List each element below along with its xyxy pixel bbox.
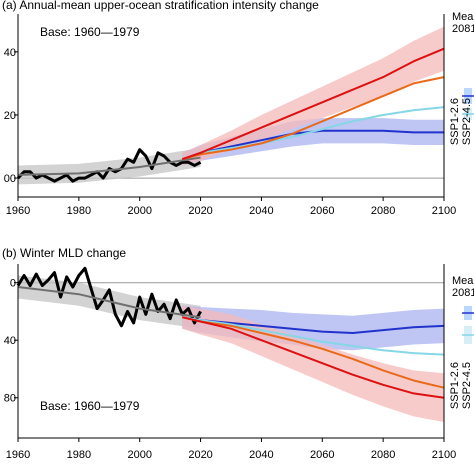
- panel-b-base-label: Base: 1960—1979: [40, 399, 140, 413]
- panel-b-y-tick-label-1: 40: [4, 335, 16, 347]
- panel-a-base-label: Base: 1960—1979: [40, 25, 140, 39]
- panel-a-x-tick-label-5: 2060: [310, 205, 334, 217]
- panel-b-series-line-1: [17, 286, 201, 319]
- panel-a-series-line-1: [17, 156, 201, 176]
- panel-a-x-tick-label-0: 1960: [6, 205, 30, 217]
- panel-b-series-line-5: [182, 316, 445, 399]
- panel-a-right-mean: Mean: [452, 11, 474, 23]
- panel-a-x-tick-label-3: 2020: [188, 205, 212, 217]
- panel-b-title: (b) Winter MLD change: [2, 246, 126, 260]
- panel-a-right-ssp245: SSP2-4.5: [461, 98, 473, 145]
- panel-a-series-line-3: [181, 106, 445, 161]
- panel-a: (a) Annual-mean upper-ocean stratificati…: [2, 0, 474, 217]
- panel-a-band-5: [182, 26, 445, 166]
- panel-b-x-tick-label-0: 1960: [6, 449, 30, 461]
- panel-a-series-line-4: [182, 76, 445, 161]
- panel-a-y-tick-label-2: 40: [4, 47, 16, 59]
- panel-b-x-tick-label-1: 1980: [67, 449, 91, 461]
- panel-a-x-tick-label-2: 2000: [127, 205, 151, 217]
- panel-a-right-year: 2081: [452, 23, 474, 35]
- panel-b-y-tick-label-0: 0: [10, 278, 16, 290]
- panel-a-x-tick-label-7: 2100: [432, 205, 456, 217]
- panel-a-y-tick-label-1: 20: [4, 110, 16, 122]
- panel-a-x-tick-label-4: 2040: [249, 205, 273, 217]
- panel-b-x-tick-label-7: 2100: [432, 449, 456, 461]
- panel-b-x-tick-label-6: 2080: [371, 449, 395, 461]
- panel-b-plot: 1960 1980 2000 2020 2040 2060 2080 2100 0 40 80: [4, 264, 474, 461]
- panel-b-x-tick-label-5: 2060: [310, 449, 334, 461]
- panel-a-band-1: [18, 148, 201, 185]
- panel-b-x-tick-label-3: 2020: [188, 449, 212, 461]
- panel-b-right-year: 2081: [452, 287, 474, 299]
- panel-b: (b) Winter MLD change Base: 1960—1979 19…: [2, 246, 474, 461]
- panel-b-right-mean: Mean: [452, 275, 474, 287]
- panel-b-x-tick-label-4: 2040: [249, 449, 273, 461]
- panel-b-right-ssp126: SSP1-2.6: [449, 362, 461, 409]
- panel-b-series-line-3: [182, 316, 445, 356]
- panel-a-x-tick-label-6: 2080: [371, 205, 395, 217]
- panel-a-series-line-5: [181, 47, 445, 161]
- panel-a-title: (a) Annual-mean upper-ocean stratificati…: [2, 0, 319, 12]
- panel-a-x-tick-label-1: 1980: [67, 205, 91, 217]
- panel-b-series-line-0: [16, 266, 202, 328]
- panel-b-right-ssp245: SSP2-4.5: [461, 362, 473, 409]
- panel-a-y-tick-label-0: 00: [4, 173, 16, 185]
- panel-b-x-tick-label-2: 2000: [127, 449, 151, 461]
- panel-b-series-line-4: [182, 316, 445, 389]
- panel-b-y-tick-label-2: 80: [4, 393, 16, 405]
- panel-a-right-ssp126: SSP1-2.6: [449, 98, 461, 145]
